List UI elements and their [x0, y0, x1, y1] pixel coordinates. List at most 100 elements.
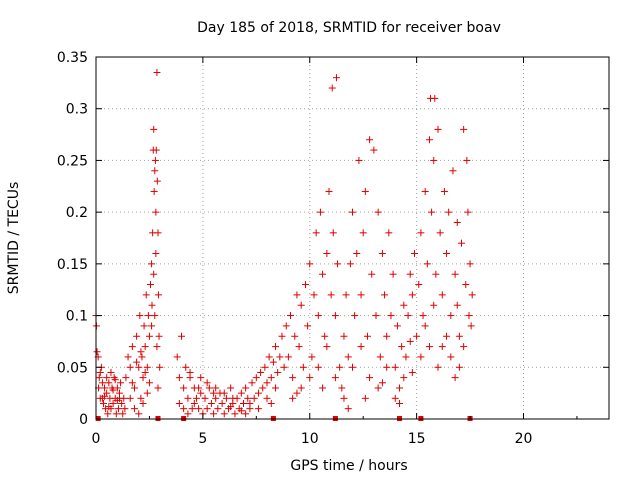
- x-tick-label: 20: [515, 431, 533, 447]
- data-point: [203, 405, 211, 413]
- data-point: [278, 332, 286, 340]
- data-point: [282, 322, 290, 330]
- data-point: [145, 379, 153, 387]
- data-point: [316, 208, 324, 216]
- data-point: [254, 405, 262, 413]
- data-point: [120, 394, 128, 402]
- data-point: [175, 399, 183, 407]
- y-tick-label: 0.3: [66, 102, 88, 118]
- data-point: [96, 368, 104, 376]
- data-point: [314, 363, 322, 371]
- data-point: [141, 368, 149, 376]
- data-point: [287, 312, 295, 320]
- data-point: [192, 394, 200, 402]
- data-point: [453, 301, 461, 309]
- x-tick-label: 5: [198, 431, 207, 447]
- data-point: [417, 353, 425, 361]
- data-point: [419, 312, 427, 320]
- data-point: [331, 374, 339, 382]
- data-point: [135, 363, 143, 371]
- data-point: [269, 358, 277, 366]
- x-tick-label: 15: [408, 431, 426, 447]
- data-point: [289, 374, 297, 382]
- data-point: [357, 343, 365, 351]
- data-point: [451, 374, 459, 382]
- data-point: [340, 394, 348, 402]
- data-point: [374, 208, 382, 216]
- data-point: [284, 353, 292, 361]
- data-point: [349, 363, 356, 371]
- data-point: [263, 379, 271, 387]
- data-point: [220, 389, 228, 397]
- data-point: [306, 260, 314, 268]
- data-point: [272, 343, 280, 351]
- data-point: [107, 368, 115, 376]
- data-point: [274, 368, 282, 376]
- data-point: [430, 156, 438, 164]
- data-point: [151, 156, 159, 164]
- data-point: [122, 374, 130, 382]
- data-point: [389, 270, 397, 278]
- data-point: [150, 125, 158, 133]
- data-point: [139, 374, 147, 382]
- data-point: [263, 394, 271, 402]
- data-point: [438, 291, 446, 299]
- data-point: [180, 384, 188, 392]
- data-point: [148, 301, 156, 309]
- data-point: [280, 363, 288, 371]
- data-point: [267, 374, 275, 382]
- data-point: [406, 270, 414, 278]
- data-point: [153, 177, 161, 185]
- data-point: [190, 399, 198, 407]
- data-point: [434, 125, 442, 133]
- data-point: [155, 332, 163, 340]
- data-point: [466, 260, 474, 268]
- data-point: [173, 353, 181, 361]
- data-point: [301, 281, 309, 289]
- data-point: [116, 389, 124, 397]
- data-point: [128, 379, 136, 387]
- data-point: [139, 399, 147, 407]
- data-point: [370, 146, 378, 154]
- data-point: [431, 94, 439, 102]
- data-point: [237, 389, 245, 397]
- data-point: [246, 399, 254, 407]
- data-point: [430, 301, 438, 309]
- data-point: [104, 410, 112, 418]
- data-point: [378, 250, 386, 258]
- data-point: [105, 403, 113, 411]
- data-point: [289, 394, 297, 402]
- data-point: [391, 394, 399, 402]
- data-point: [210, 410, 218, 418]
- data-point: [319, 384, 327, 392]
- data-point: [156, 363, 164, 371]
- data-point: [361, 187, 369, 195]
- data-point: [212, 384, 220, 392]
- data-point: [254, 389, 262, 397]
- data-point: [349, 208, 356, 216]
- data-point: [231, 410, 239, 418]
- data-point: [413, 332, 421, 340]
- data-point: [151, 312, 159, 320]
- chart-title: Day 185 of 2018, SRMTID for receiver boa…: [197, 20, 501, 36]
- data-point: [359, 229, 367, 237]
- data-point: [197, 389, 205, 397]
- data-point: [109, 386, 117, 394]
- data-point: [152, 250, 160, 258]
- data-point: [378, 379, 386, 387]
- data-point: [248, 379, 256, 387]
- data-point: [344, 405, 352, 413]
- data-point: [323, 250, 331, 258]
- data-point: [366, 136, 374, 144]
- data-point: [105, 379, 113, 387]
- data-point: [152, 146, 160, 154]
- data-point: [118, 399, 126, 407]
- data-point: [299, 363, 307, 371]
- data-point: [465, 312, 473, 320]
- data-point: [133, 332, 141, 340]
- data-point: [400, 301, 408, 309]
- data-point: [396, 399, 404, 407]
- data-point: [257, 368, 265, 376]
- data-point: [372, 312, 380, 320]
